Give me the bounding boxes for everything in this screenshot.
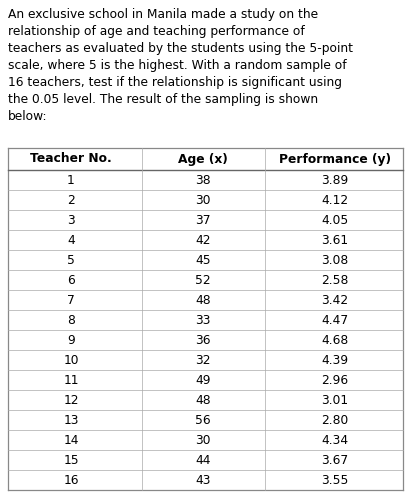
Text: 4.12: 4.12 — [321, 193, 349, 206]
Text: 44: 44 — [195, 453, 211, 467]
Text: 4.68: 4.68 — [321, 333, 349, 346]
Text: 12: 12 — [63, 394, 79, 407]
Text: 14: 14 — [63, 433, 79, 446]
Text: Teacher No.: Teacher No. — [30, 153, 112, 166]
Text: scale, where 5 is the highest. With a random sample of: scale, where 5 is the highest. With a ra… — [8, 59, 346, 72]
Text: 52: 52 — [195, 273, 211, 286]
Text: 2.80: 2.80 — [321, 414, 349, 426]
Text: 8: 8 — [67, 314, 75, 327]
Text: 6: 6 — [67, 273, 75, 286]
Text: 38: 38 — [195, 173, 211, 186]
Text: relationship of age and teaching performance of: relationship of age and teaching perform… — [8, 25, 305, 38]
Text: 45: 45 — [195, 253, 211, 266]
Text: 3.42: 3.42 — [321, 294, 349, 307]
Text: 4.34: 4.34 — [321, 433, 349, 446]
Text: 30: 30 — [195, 433, 211, 446]
Text: 3.55: 3.55 — [321, 474, 349, 487]
Text: 56: 56 — [195, 414, 211, 426]
Text: teachers as evaluated by the students using the 5-point: teachers as evaluated by the students us… — [8, 42, 353, 55]
Text: 48: 48 — [195, 294, 211, 307]
Text: 15: 15 — [63, 453, 79, 467]
Text: Performance (y): Performance (y) — [279, 153, 391, 166]
Text: 43: 43 — [195, 474, 211, 487]
Text: 16: 16 — [63, 474, 79, 487]
Text: 16 teachers, test if the relationship is significant using: 16 teachers, test if the relationship is… — [8, 76, 342, 89]
Text: 5: 5 — [67, 253, 75, 266]
Text: 3.08: 3.08 — [321, 253, 349, 266]
Text: 33: 33 — [195, 314, 211, 327]
Text: 30: 30 — [195, 193, 211, 206]
Text: 2.58: 2.58 — [321, 273, 349, 286]
Text: 3.61: 3.61 — [321, 234, 349, 247]
Text: 32: 32 — [195, 353, 211, 366]
Text: the 0.05 level. The result of the sampling is shown: the 0.05 level. The result of the sampli… — [8, 93, 318, 106]
Text: 2.96: 2.96 — [321, 374, 349, 387]
Text: 4.39: 4.39 — [321, 353, 349, 366]
Text: 36: 36 — [195, 333, 211, 346]
Text: 42: 42 — [195, 234, 211, 247]
Text: 37: 37 — [195, 214, 211, 227]
Text: 1: 1 — [67, 173, 75, 186]
Text: 49: 49 — [195, 374, 211, 387]
Text: An exclusive school in Manila made a study on the: An exclusive school in Manila made a stu… — [8, 8, 318, 21]
Text: 4: 4 — [67, 234, 75, 247]
Text: 3.89: 3.89 — [321, 173, 349, 186]
Text: Age (x): Age (x) — [178, 153, 228, 166]
Text: 48: 48 — [195, 394, 211, 407]
Text: 3.67: 3.67 — [321, 453, 349, 467]
Text: below:: below: — [8, 110, 48, 123]
Text: 3: 3 — [67, 214, 75, 227]
Text: 4.05: 4.05 — [321, 214, 349, 227]
Text: 3.01: 3.01 — [321, 394, 349, 407]
Text: 13: 13 — [63, 414, 79, 426]
Text: 4.47: 4.47 — [321, 314, 349, 327]
Text: 2: 2 — [67, 193, 75, 206]
Text: 11: 11 — [63, 374, 79, 387]
Text: 7: 7 — [67, 294, 75, 307]
Text: 9: 9 — [67, 333, 75, 346]
Text: 10: 10 — [63, 353, 79, 366]
